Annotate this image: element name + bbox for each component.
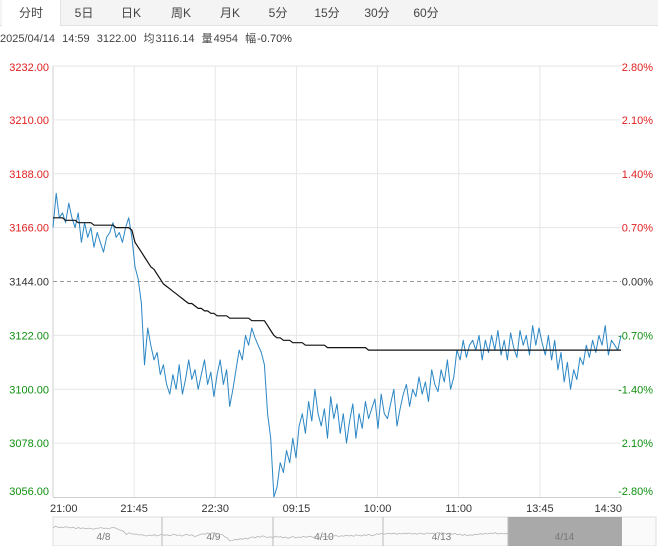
avg-value: 3116.14 [155,33,195,45]
navigator-selection [508,517,622,546]
y-tick-label: 3232.00 [9,62,49,74]
price-line [52,192,622,498]
navigator-sparkline [52,525,509,542]
tab-2[interactable]: 日K [120,6,141,20]
y-tick-label: 3144.00 [9,277,49,289]
x-tick-label: 11:00 [445,503,472,515]
navigator-day-label: 4/10 [314,532,334,543]
pct-tick-label: 2.80% [622,62,653,74]
tab-7[interactable]: 30分 [364,6,390,20]
tab-5[interactable]: 5分 [268,6,288,20]
x-tick-label: 13:45 [526,503,554,515]
volume-label: 量 [201,33,213,45]
x-tick-label: 09:15 [283,503,311,515]
tab-0[interactable]: 分时 [2,0,61,26]
navigator-strip [52,516,657,546]
volume-value: 4954 [213,33,239,45]
pct-tick-label: -2.80% [618,486,653,498]
pct-tick-label: 2.10% [622,115,653,127]
change-label: 幅 [245,33,257,45]
pct-tick-label: 2.10% [622,438,653,450]
y-tick-label: 3166.00 [9,223,49,235]
navigator-day-label: 4/14 [555,532,575,543]
quote-info-bar: 2025/04/14 14:59 3122.00 均3116.14 量4954 … [0,30,296,48]
quote-price: 3122.00 [96,33,137,45]
average-price-line [53,217,621,351]
change-value: -0.70% [257,33,292,45]
pct-tick-label: 0.70% [622,223,653,235]
tab-8[interactable]: 60分 [413,6,439,20]
y-tick-label: 3210.00 [9,115,49,127]
y-tick-label: 3188.00 [9,169,49,181]
x-tick-label: 21:45 [120,503,148,515]
quote-time: 14:59 [62,33,90,45]
navigator-day-label: 4/13 [432,532,452,543]
quote-date: 2025/04/14 [0,33,56,45]
y-tick-label: 3078.00 [9,438,49,450]
x-tick-label: 22:30 [202,503,230,515]
tab-6[interactable]: 15分 [314,6,340,20]
pct-tick-label: -1.40% [618,384,653,396]
pct-tick-label: 0.00% [622,277,653,289]
period-tabs: 分时 5日 日K 周K 月K 5分 15分 30分 60分 [0,0,658,26]
pct-tick-label: -0.70% [618,330,653,342]
navigator-day-label: 4/9 [207,532,221,543]
y-tick-label: 3122.00 [9,330,49,342]
tab-3[interactable]: 周K [170,6,191,20]
pct-tick-label: 1.40% [622,169,653,181]
tab-4[interactable]: 月K [219,6,240,20]
y-tick-label: 3100.00 [9,384,49,396]
x-tick-label: 14:30 [594,503,622,515]
tab-1[interactable]: 5日 [74,6,94,20]
x-tick-label: 21:00 [50,503,78,515]
navigator-day-label: 4/8 [97,532,111,543]
y-tick-label: 3056.00 [9,486,49,498]
avg-label: 均 [143,33,155,45]
x-tick-label: 10:00 [364,503,392,515]
